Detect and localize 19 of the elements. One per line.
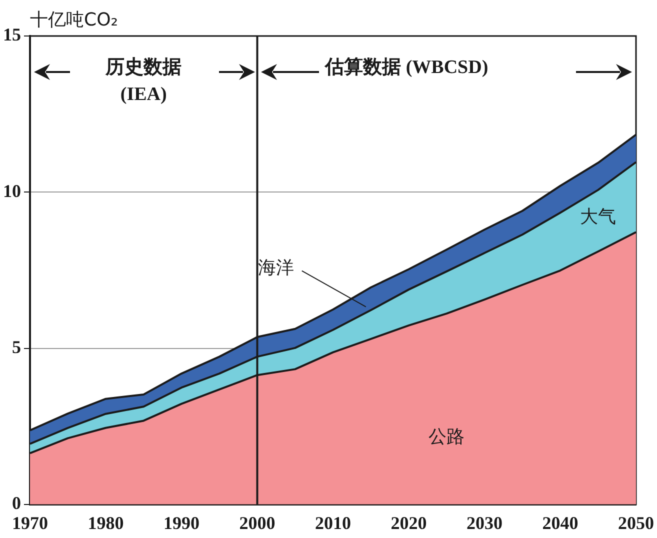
x-tick-label: 1990 (164, 512, 200, 533)
x-tick-label: 2010 (315, 512, 351, 533)
y-tick-label: 10 (3, 180, 21, 201)
y-axis-title: 十亿吨CO₂ (30, 10, 118, 31)
y-tick-label: 0 (12, 493, 21, 514)
x-tick-label: 2040 (542, 512, 578, 533)
x-tick-label: 2020 (390, 512, 427, 533)
x-tick-label: 1970 (12, 512, 48, 533)
text: 海洋 (258, 257, 294, 278)
series-label: 大气 (580, 206, 616, 228)
annotation: 估算数据 (WBCSD) (324, 56, 488, 78)
x-tick-label: 2000 (239, 512, 276, 533)
x-tick-label: 2050 (618, 512, 654, 533)
y-tick-label: 5 (12, 336, 21, 357)
series-label: 公路 (428, 426, 465, 448)
annotation: 历史数据 (IEA) (104, 56, 182, 105)
x-tick-label: 1980 (88, 512, 124, 533)
x-tick-label: 2030 (466, 512, 502, 533)
y-tick-label: 15 (3, 24, 21, 45)
